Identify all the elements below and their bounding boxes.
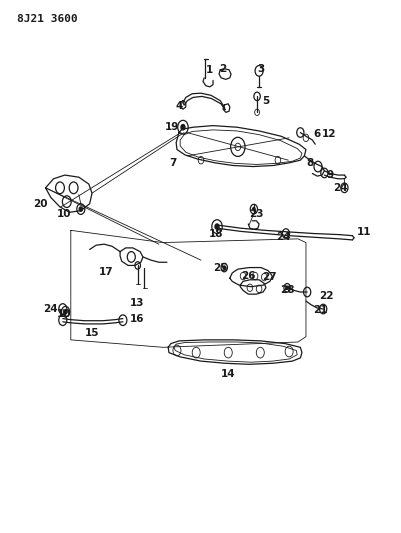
Text: 20: 20	[32, 199, 47, 209]
Circle shape	[285, 286, 288, 289]
Text: 9: 9	[326, 170, 333, 180]
Text: 10: 10	[57, 309, 71, 319]
Circle shape	[64, 310, 67, 314]
Text: 3: 3	[257, 64, 264, 74]
Text: 24: 24	[43, 304, 58, 314]
Text: 23: 23	[248, 209, 263, 220]
Text: 17: 17	[98, 267, 113, 277]
Text: 13: 13	[130, 297, 144, 308]
Text: 14: 14	[221, 369, 235, 379]
Circle shape	[79, 207, 82, 211]
Circle shape	[180, 125, 184, 130]
Text: 15: 15	[85, 328, 99, 338]
Text: 21: 21	[312, 305, 327, 315]
Circle shape	[252, 207, 255, 211]
Text: 11: 11	[356, 227, 371, 237]
Text: 25: 25	[213, 263, 227, 272]
Text: 5: 5	[261, 95, 269, 106]
Circle shape	[215, 224, 219, 229]
Text: 12: 12	[321, 128, 336, 139]
Text: 8: 8	[306, 158, 313, 168]
Text: 16: 16	[130, 313, 144, 324]
Text: 4: 4	[175, 101, 182, 111]
Text: 26: 26	[241, 271, 255, 281]
Text: 1: 1	[205, 65, 212, 75]
Text: 10: 10	[57, 209, 71, 220]
Text: 2: 2	[219, 64, 226, 74]
Text: 24: 24	[332, 183, 347, 193]
Text: 7: 7	[169, 158, 176, 168]
Text: 6: 6	[313, 128, 320, 139]
Text: 19: 19	[164, 122, 179, 132]
Circle shape	[223, 266, 225, 269]
Text: 18: 18	[209, 229, 223, 239]
Text: 22: 22	[318, 290, 332, 301]
Text: 8J21 3600: 8J21 3600	[17, 14, 77, 24]
Text: 24: 24	[275, 232, 290, 243]
Text: 28: 28	[279, 286, 294, 295]
Text: 27: 27	[262, 272, 277, 282]
